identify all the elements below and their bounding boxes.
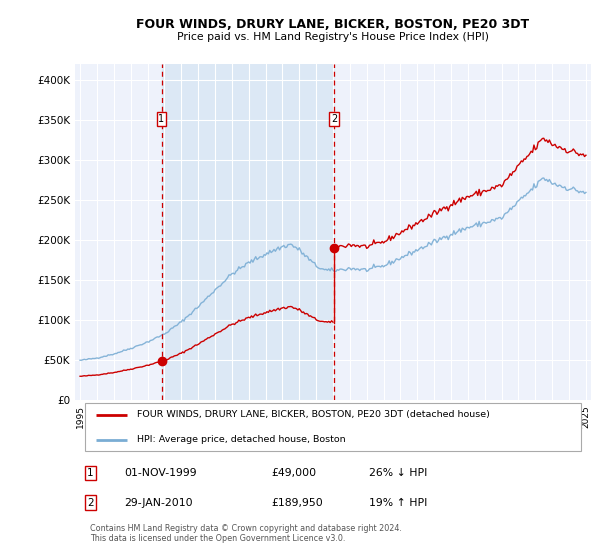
Text: 1: 1 bbox=[87, 468, 94, 478]
Text: 29-JAN-2010: 29-JAN-2010 bbox=[124, 497, 193, 507]
Text: Price paid vs. HM Land Registry's House Price Index (HPI): Price paid vs. HM Land Registry's House … bbox=[177, 32, 489, 43]
Text: FOUR WINDS, DRURY LANE, BICKER, BOSTON, PE20 3DT (detached house): FOUR WINDS, DRURY LANE, BICKER, BOSTON, … bbox=[137, 410, 490, 419]
Text: 26% ↓ HPI: 26% ↓ HPI bbox=[369, 468, 427, 478]
Text: 2: 2 bbox=[87, 497, 94, 507]
Text: FOUR WINDS, DRURY LANE, BICKER, BOSTON, PE20 3DT: FOUR WINDS, DRURY LANE, BICKER, BOSTON, … bbox=[136, 18, 530, 31]
Text: £189,950: £189,950 bbox=[271, 497, 323, 507]
Text: Contains HM Land Registry data © Crown copyright and database right 2024.
This d: Contains HM Land Registry data © Crown c… bbox=[91, 524, 403, 543]
Bar bbox=[161, 64, 334, 400]
Text: 01-NOV-1999: 01-NOV-1999 bbox=[124, 468, 197, 478]
Text: 2: 2 bbox=[331, 114, 337, 124]
FancyBboxPatch shape bbox=[85, 403, 581, 451]
Text: 1: 1 bbox=[158, 114, 164, 124]
Text: HPI: Average price, detached house, Boston: HPI: Average price, detached house, Bost… bbox=[137, 435, 346, 444]
Text: £49,000: £49,000 bbox=[271, 468, 316, 478]
Text: 19% ↑ HPI: 19% ↑ HPI bbox=[369, 497, 427, 507]
